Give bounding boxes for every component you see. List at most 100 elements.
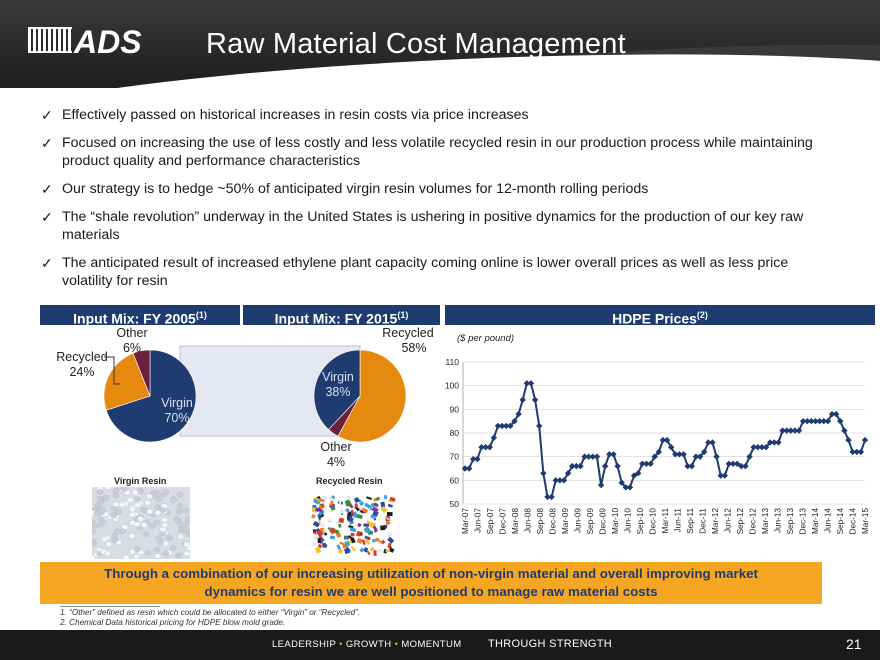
- virgin-pellet: [133, 546, 141, 553]
- data-point: [713, 453, 720, 460]
- footer-separator: •: [339, 639, 343, 650]
- data-point: [602, 462, 609, 470]
- recycled-leader-line: [104, 356, 120, 385]
- virgin-pellet: [182, 521, 190, 527]
- virgin-pellet: [94, 502, 101, 509]
- y-tick-label: 60: [450, 475, 460, 485]
- pie-2015-virgin-value: 38%: [325, 385, 351, 399]
- data-point: [540, 470, 547, 477]
- x-tick-label: Jun-10: [624, 508, 633, 533]
- virgin-pellet: [165, 534, 172, 540]
- footnote-ref-1: (1): [195, 310, 207, 320]
- recycled-flake: [335, 531, 342, 539]
- x-tick-label: Jun-12: [724, 508, 733, 533]
- pie-2015-recycled-value: 58%: [401, 341, 427, 355]
- check-icon: ✓: [41, 135, 53, 151]
- data-point: [771, 439, 778, 446]
- virgin-pellet: [154, 509, 162, 516]
- recycled-flake: [384, 495, 388, 500]
- recycled-flake: [363, 523, 370, 527]
- x-tick-label: Sep-07: [486, 508, 495, 535]
- recycled-flake: [380, 501, 386, 508]
- bullet-text: Effectively passed on historical increas…: [62, 107, 529, 123]
- recycled-flake: [354, 503, 359, 509]
- data-point: [474, 455, 481, 463]
- chart-unit-label: ($ per pound): [457, 333, 514, 344]
- bullet-text: The “shale revolution” underway in the U…: [62, 209, 804, 243]
- virgin-pellet: [170, 497, 177, 503]
- recycled-flake: [366, 520, 373, 526]
- recycled-flake: [316, 530, 324, 538]
- footnote-2: 2. Chemical Data historical pricing for …: [60, 618, 286, 627]
- virgin-pellet: [140, 506, 148, 513]
- virgin-pellet: [182, 507, 189, 514]
- x-tick-label: Mar-08: [511, 508, 520, 534]
- data-point: [861, 436, 869, 444]
- data-point: [676, 451, 683, 458]
- recycled-flake: [314, 546, 322, 554]
- virgin-pellet: [146, 493, 153, 500]
- recycled-flake: [363, 546, 369, 553]
- recycled-flake: [317, 535, 325, 544]
- footnote-ref-2: (2): [696, 310, 708, 320]
- data-point: [490, 434, 498, 441]
- virgin-pellet: [92, 528, 96, 535]
- recycled-flake: [348, 525, 354, 529]
- x-tick-label: Mar-11: [661, 508, 670, 534]
- pie-2015: [313, 349, 407, 443]
- data-point: [593, 453, 601, 460]
- slide-footer: LEADERSHIP • GROWTH • MOMENTUM THROUGH S…: [0, 630, 880, 660]
- bullet-text: Focused on increasing the use of less co…: [62, 135, 813, 169]
- bullet-text: The anticipated result of increased ethy…: [62, 255, 789, 289]
- data-point: [564, 470, 572, 477]
- recycled-flake: [350, 509, 355, 515]
- data-point: [766, 439, 774, 446]
- virgin-pellet: [112, 493, 120, 499]
- virgin-pellet: [92, 540, 97, 547]
- pie-2005: [103, 349, 197, 443]
- data-point: [498, 422, 506, 430]
- virgin-pellet: [129, 506, 136, 513]
- recycled-flake: [378, 540, 383, 544]
- recycled-flake: [343, 535, 349, 540]
- recycled-flake: [377, 548, 383, 553]
- virgin-pellet: [92, 519, 96, 525]
- data-point: [643, 460, 650, 467]
- x-tick-label: Mar-15: [861, 508, 870, 534]
- data-point: [775, 439, 782, 446]
- virgin-pellet: [101, 536, 108, 543]
- recycled-flake: [387, 536, 395, 544]
- x-tick-label: Mar-09: [561, 508, 570, 534]
- virgin-pellet: [112, 501, 120, 508]
- recycled-flake: [333, 529, 339, 534]
- recycled-flake: [338, 523, 342, 528]
- input-mix-2015-header: Input Mix: FY 2015(1): [243, 305, 440, 327]
- pie-2005-other-name: Other: [116, 326, 148, 340]
- pie-2005-other-value: 6%: [122, 341, 142, 355]
- data-point: [808, 417, 815, 425]
- check-icon: ✓: [41, 255, 53, 271]
- recycled-flake: [312, 498, 320, 505]
- recycled-flake: [355, 530, 362, 537]
- x-tick-label: Sep-12: [736, 508, 745, 535]
- pie-2005-recycled-name: Recycled: [56, 350, 108, 364]
- recycled-flake: [331, 495, 336, 500]
- input-mix-2005-header: Input Mix: FY 2005(1): [40, 305, 240, 327]
- data-point: [548, 493, 555, 501]
- recycled-flake: [339, 509, 345, 515]
- x-tick-label: Sep-08: [536, 508, 545, 535]
- pie-2005-other-label: Other 6%: [112, 326, 152, 356]
- recycled-flake: [380, 525, 386, 531]
- x-tick-label: Jun-09: [574, 508, 583, 533]
- virgin-pellet: [175, 552, 183, 559]
- recycled-flake: [350, 532, 355, 537]
- data-point: [482, 444, 489, 451]
- recycled-flake: [370, 514, 377, 520]
- recycled-flake: [329, 535, 336, 540]
- recycled-flake: [338, 499, 342, 505]
- bullet-item: ✓ Focused on increasing the use of less …: [40, 134, 840, 170]
- virgin-pellet: [102, 494, 110, 501]
- pie-2005-virgin-label: Virgin 70%: [152, 396, 202, 426]
- x-tick-label: Jun-07: [474, 508, 483, 533]
- x-tick-label: Mar-14: [811, 508, 820, 534]
